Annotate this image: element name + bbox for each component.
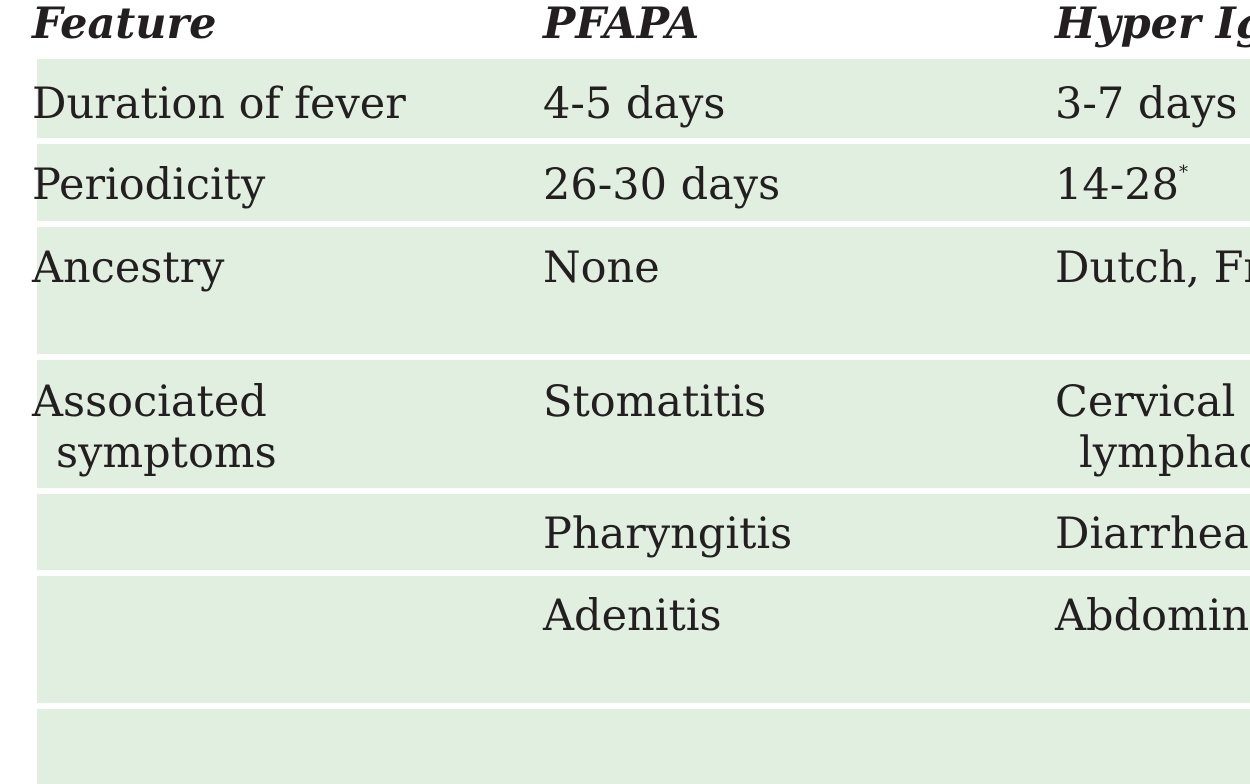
table-row <box>37 227 1250 354</box>
cell-feature-line2: symptoms <box>56 428 277 478</box>
cell-pfapa: 26-30 days <box>543 160 781 210</box>
cell-pfapa: 4-5 days <box>543 79 726 129</box>
cell-hyper: 3-7 days <box>1055 79 1238 129</box>
cell-hyper: Diarrhea <box>1055 509 1249 559</box>
cell-feature-line1: Associated <box>32 377 267 427</box>
table-header-row: Feature PFAPA Hyper Igl <box>0 0 1250 58</box>
table-row <box>37 360 1250 488</box>
header-feature: Feature <box>32 0 217 49</box>
table-row <box>37 144 1250 221</box>
cell-hyper: Abdomin <box>1055 591 1250 641</box>
cell-pfapa: Adenitis <box>543 591 722 641</box>
cell-hyper: Dutch, Fr <box>1055 243 1250 293</box>
cell-feature: Duration of fever <box>32 79 406 129</box>
footnote-mark: * <box>1178 161 1188 183</box>
cell-pfapa: Stomatitis <box>543 377 767 427</box>
header-pfapa: PFAPA <box>543 0 700 49</box>
cell-feature: Periodicity <box>32 160 266 210</box>
cell-pfapa: Pharyngitis <box>543 509 793 559</box>
cell-feature: Ancestry <box>32 243 225 293</box>
cell-pfapa: None <box>543 243 660 293</box>
table-row <box>37 59 1250 138</box>
cell-hyper-line2: lymphad <box>1079 428 1250 478</box>
cell-hyper: 14-28* <box>1055 159 1188 211</box>
cell-hyper-text: 14-28 <box>1055 160 1179 210</box>
header-hyper-igd: Hyper Igl <box>1055 0 1250 49</box>
table-row <box>37 494 1250 570</box>
cell-hyper-line1: Cervical <box>1055 377 1236 427</box>
table-row <box>37 576 1250 703</box>
table-row <box>37 709 1250 784</box>
